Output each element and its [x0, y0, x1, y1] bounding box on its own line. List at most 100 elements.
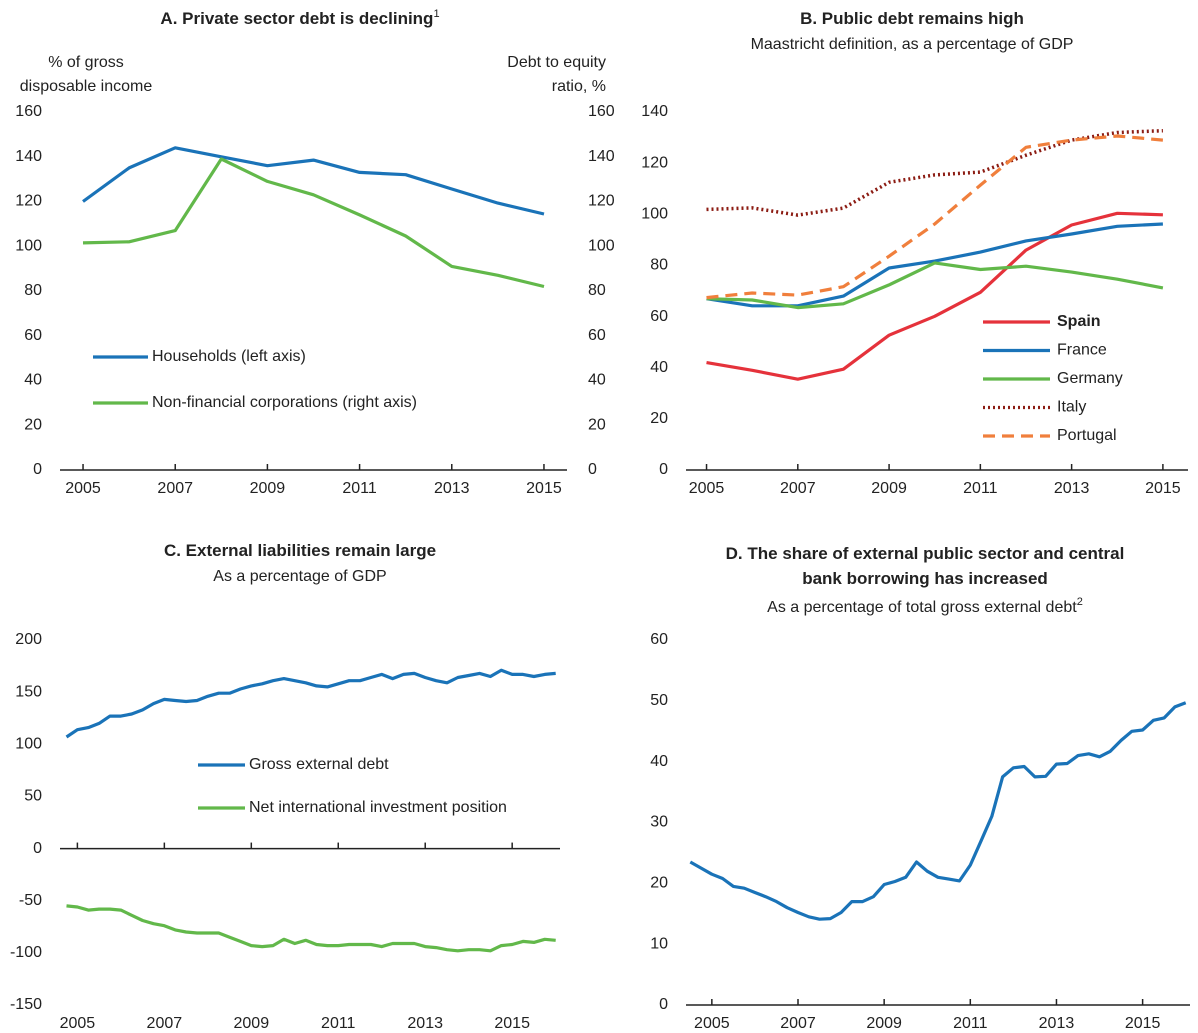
- legend-label: Net international investment position: [249, 799, 507, 816]
- x-tick-label: 2005: [689, 480, 725, 497]
- chart-subtitle: Maastricht definition, as a percentage o…: [751, 36, 1074, 53]
- x-tick-label: 2005: [65, 480, 101, 497]
- y-tick-label: 40: [650, 359, 668, 376]
- x-tick-label: 2007: [147, 1015, 183, 1028]
- x-tick-label: 2015: [1125, 1015, 1161, 1028]
- y-tick-label: 150: [15, 683, 42, 700]
- y2-tick-label: 0: [588, 461, 597, 478]
- y-tick-label: 50: [24, 788, 42, 805]
- chart-title: D. The share of external public sector a…: [726, 544, 1125, 563]
- title-text: C. External liabilities remain large: [164, 541, 436, 560]
- series-line: [66, 904, 556, 953]
- y2-tick-label: 80: [588, 282, 606, 299]
- legend-label: Spain: [1057, 313, 1101, 330]
- legend-label: Gross external debt: [249, 756, 389, 773]
- y-tick-label: 60: [24, 327, 42, 344]
- x-tick-label: 2015: [526, 480, 562, 497]
- x-tick-label: 2011: [953, 1015, 988, 1028]
- y-tick-label: 40: [24, 372, 42, 389]
- y-tick-label: 0: [659, 461, 668, 478]
- y-tick-label: 100: [15, 736, 42, 753]
- y2-tick-label: 60: [588, 327, 606, 344]
- x-tick-label: 2011: [321, 1015, 356, 1028]
- y-tick-label: 10: [650, 935, 668, 952]
- title-text: B. Public debt remains high: [800, 9, 1024, 28]
- series-line: [706, 261, 1164, 310]
- y2-tick-label: 160: [588, 103, 615, 120]
- y-tick-label: 200: [15, 631, 42, 648]
- y-tick-label: 100: [641, 206, 668, 223]
- y-tick-label: 80: [24, 282, 42, 299]
- y2-tick-label: 100: [588, 237, 615, 254]
- y2-tick-label: 120: [588, 193, 615, 210]
- y-tick-label: 120: [641, 154, 668, 171]
- chart-title: B. Public debt remains high: [800, 9, 1024, 28]
- series-line: [65, 668, 556, 739]
- chart-title: C. External liabilities remain large: [164, 541, 436, 560]
- legend-label: Germany: [1057, 370, 1123, 387]
- y-tick-label: 40: [650, 753, 668, 770]
- y-tick-label: 20: [650, 875, 668, 892]
- series-line: [706, 211, 1163, 381]
- chart-subtitle: As a percentage of GDP: [213, 568, 386, 585]
- axis-label: ratio, %: [552, 78, 606, 95]
- x-tick-label: 2009: [871, 480, 907, 497]
- x-tick-label: 2007: [780, 480, 816, 497]
- legend-label: Italy: [1057, 399, 1086, 416]
- x-tick-label: 2007: [157, 480, 193, 497]
- x-tick-label: 2009: [866, 1015, 902, 1028]
- x-tick-label: 2015: [1145, 480, 1181, 497]
- x-tick-label: 2011: [342, 480, 377, 497]
- chart-title: bank borrowing has increased: [802, 569, 1048, 588]
- y-tick-label: -100: [10, 944, 42, 961]
- title-text: A. Private sector debt is declining: [160, 9, 433, 28]
- subtitle-footnote: 2: [1077, 596, 1083, 608]
- x-tick-label: 2013: [1039, 1015, 1075, 1028]
- y-tick-label: 20: [24, 416, 42, 433]
- x-tick-label: 2013: [407, 1015, 443, 1028]
- series-line: [82, 146, 545, 216]
- x-tick-label: 2007: [780, 1015, 816, 1028]
- series-line: [82, 157, 545, 289]
- y2-tick-label: 140: [588, 148, 615, 165]
- x-tick-label: 2005: [60, 1015, 96, 1028]
- x-tick-label: 2015: [494, 1015, 530, 1028]
- x-tick-label: 2009: [234, 1015, 270, 1028]
- y-tick-label: 0: [33, 840, 42, 857]
- y-tick-label: 120: [15, 193, 42, 210]
- y-tick-label: 100: [15, 237, 42, 254]
- x-tick-label: 2009: [250, 480, 286, 497]
- axis-label: % of gross: [48, 54, 124, 71]
- y-tick-label: 0: [659, 996, 668, 1013]
- y-tick-label: 60: [650, 631, 668, 648]
- legend-label: Households (left axis): [152, 348, 306, 365]
- axis-label: disposable income: [20, 78, 153, 95]
- y-tick-label: 30: [650, 814, 668, 831]
- subtitle-text: Maastricht definition, as a percentage o…: [751, 36, 1074, 53]
- subtitle-text: As a percentage of total gross external …: [767, 599, 1077, 616]
- y-tick-label: 160: [15, 103, 42, 120]
- y-tick-label: 60: [650, 308, 668, 325]
- y-tick-label: 140: [15, 148, 42, 165]
- y-tick-label: 80: [650, 257, 668, 274]
- chart-subtitle: As a percentage of total gross external …: [767, 596, 1083, 616]
- series-line: [706, 128, 1163, 217]
- y-tick-label: 0: [33, 461, 42, 478]
- y2-tick-label: 20: [588, 416, 606, 433]
- y-tick-label: 20: [650, 410, 668, 427]
- y-tick-label: -50: [19, 892, 42, 909]
- x-tick-label: 2011: [963, 480, 998, 497]
- title-text: D. The share of external public sector a…: [726, 544, 1125, 563]
- axis-label: Debt to equity: [507, 54, 606, 71]
- subtitle-text: As a percentage of GDP: [213, 568, 386, 585]
- legend-label: Non-financial corporations (right axis): [152, 394, 417, 411]
- y2-tick-label: 40: [588, 372, 606, 389]
- y-tick-label: 50: [650, 692, 668, 709]
- x-tick-label: 2013: [434, 480, 470, 497]
- y-tick-label: -150: [10, 996, 42, 1013]
- x-tick-label: 2005: [694, 1015, 730, 1028]
- legend-label: France: [1057, 342, 1107, 359]
- legend-label: Portugal: [1057, 427, 1117, 444]
- series-line: [706, 134, 1164, 300]
